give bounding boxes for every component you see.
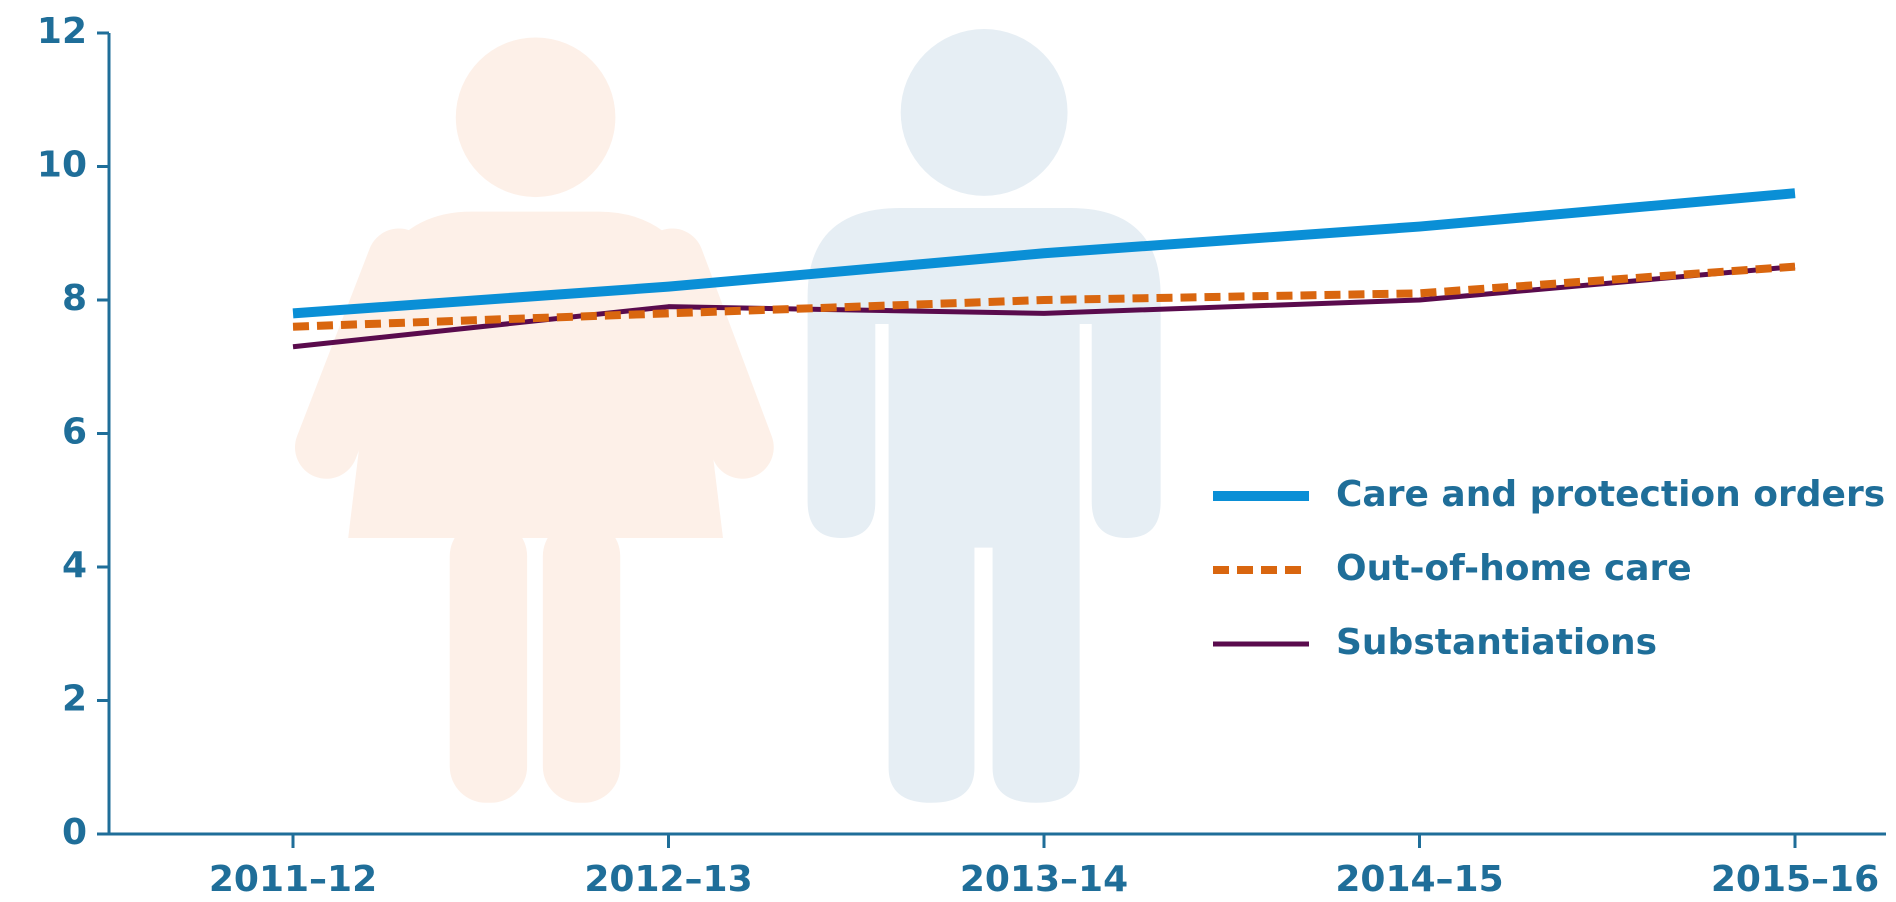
background-figures — [326, 29, 1160, 803]
page: 0 2 4 6 8 10 12 2011–12 2012–13 2013–14 2014–15 201… — [0, 0, 1896, 902]
chart: 0 2 4 6 8 10 12 2011–12 2012–13 2013–14 2014–15 201… — [0, 0, 1896, 902]
y-tick-label: 2 — [62, 679, 87, 720]
y-tick-label: 6 — [62, 412, 87, 453]
legend-label: Out-of-home care — [1336, 548, 1692, 589]
y-tick-label: 0 — [62, 812, 87, 853]
x-tick-label: 2014–15 — [1335, 859, 1503, 900]
x-tick-label: 2015–16 — [1711, 859, 1879, 900]
girl-figure — [326, 37, 742, 802]
y-tick-label: 10 — [37, 145, 87, 186]
x-tick-label: 2012–13 — [584, 859, 752, 900]
y-tick-label: 12 — [37, 11, 87, 52]
y-tick-label: 4 — [62, 545, 87, 586]
legend-label: Substantiations — [1336, 622, 1657, 663]
x-tick-label: 2013–14 — [960, 859, 1128, 900]
boy-figure — [808, 29, 1161, 803]
x-tick-label: 2011–12 — [209, 859, 377, 900]
legend-label: Care and protection orders — [1336, 474, 1885, 515]
y-tick-label: 8 — [62, 278, 87, 319]
